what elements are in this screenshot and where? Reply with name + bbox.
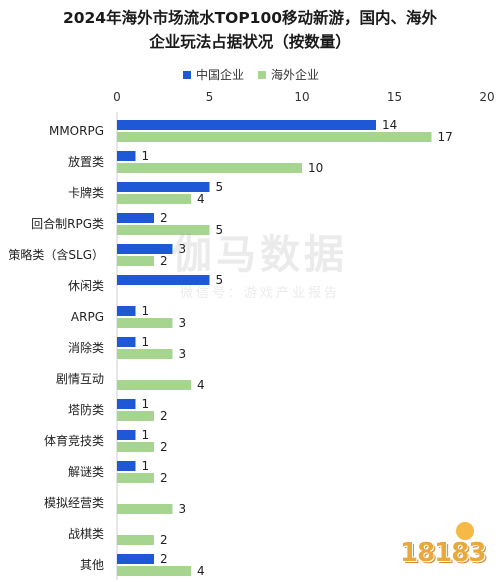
data-label: 4 bbox=[197, 378, 205, 392]
bar bbox=[117, 473, 154, 483]
data-label: 2 bbox=[160, 533, 168, 547]
legend-item-overseas: 海外企业 bbox=[258, 66, 319, 83]
data-label: 5 bbox=[216, 223, 224, 237]
data-label: 2 bbox=[160, 409, 168, 423]
category-label: 解谜类 bbox=[68, 465, 104, 479]
bar bbox=[117, 151, 136, 161]
data-label: 2 bbox=[160, 440, 168, 454]
x-tick-label: 10 bbox=[294, 90, 309, 104]
x-tick-label: 5 bbox=[206, 90, 214, 104]
bar bbox=[117, 194, 191, 204]
data-label: 2 bbox=[160, 254, 168, 268]
category-label: 模拟经营类 bbox=[44, 496, 104, 510]
category-label: 回合制RPG类 bbox=[31, 216, 104, 231]
bar bbox=[117, 182, 210, 192]
data-label: 10 bbox=[308, 161, 323, 175]
data-label: 4 bbox=[197, 564, 205, 578]
bar bbox=[117, 132, 432, 142]
data-label: 1 bbox=[142, 335, 150, 349]
bar bbox=[117, 213, 154, 223]
brand-logo: 18183 bbox=[394, 520, 498, 580]
data-label: 1 bbox=[142, 428, 150, 442]
category-label: 休闲类 bbox=[68, 279, 104, 293]
data-label: 3 bbox=[179, 242, 187, 256]
bar bbox=[117, 275, 210, 285]
sun-icon bbox=[456, 522, 474, 540]
bar bbox=[117, 318, 173, 328]
data-label: 1 bbox=[142, 149, 150, 163]
data-label: 3 bbox=[179, 347, 187, 361]
bar bbox=[117, 399, 136, 409]
bar bbox=[117, 163, 302, 173]
category-label: MMORPG bbox=[49, 124, 104, 138]
data-label: 2 bbox=[160, 211, 168, 225]
category-label: 战棋类 bbox=[68, 527, 104, 541]
category-label: 放置类 bbox=[68, 154, 104, 169]
data-label: 5 bbox=[216, 180, 224, 194]
data-label: 4 bbox=[197, 192, 205, 206]
legend-label-china: 中国企业 bbox=[196, 68, 245, 82]
chart-title: 2024年海外市场流水TOP100移动新游，国内、海外 企业玩法占据状况（按数量… bbox=[0, 6, 500, 54]
data-label: 3 bbox=[179, 502, 187, 516]
category-label: 消除类 bbox=[68, 340, 104, 355]
data-label: 2 bbox=[160, 471, 168, 485]
bar bbox=[117, 306, 136, 316]
data-label: 5 bbox=[216, 273, 224, 287]
data-label: 1 bbox=[142, 459, 150, 473]
bar bbox=[117, 442, 154, 452]
data-label: 1 bbox=[142, 397, 150, 411]
data-label: 2 bbox=[160, 552, 168, 566]
category-label: 其他 bbox=[80, 558, 104, 572]
data-label: 3 bbox=[179, 316, 187, 330]
category-label: 剧情互动 bbox=[56, 372, 104, 386]
bar bbox=[117, 256, 154, 266]
data-label: 17 bbox=[438, 130, 453, 144]
chart-title-line-2: 企业玩法占据状况（按数量） bbox=[149, 33, 351, 51]
bar bbox=[117, 504, 173, 514]
bar bbox=[117, 349, 173, 359]
category-label: 体育竞技类 bbox=[44, 433, 104, 448]
legend-swatch-overseas bbox=[258, 70, 267, 79]
legend-label-overseas: 海外企业 bbox=[271, 68, 320, 82]
x-tick-label: 15 bbox=[387, 90, 402, 104]
logo-text: 18183 bbox=[400, 538, 486, 568]
bar bbox=[117, 380, 191, 390]
x-tick-label: 20 bbox=[479, 90, 494, 104]
bar bbox=[117, 225, 210, 235]
category-label: 策略类（含SLG） bbox=[8, 247, 104, 262]
category-label: 卡牌类 bbox=[68, 186, 104, 200]
bar bbox=[117, 244, 173, 254]
bar bbox=[117, 461, 136, 471]
legend-swatch-china bbox=[183, 70, 191, 79]
bar bbox=[117, 554, 154, 564]
data-label: 1 bbox=[142, 304, 150, 318]
bar bbox=[117, 337, 136, 347]
category-label: 塔防类 bbox=[68, 402, 104, 417]
legend-item-china: 中国企业 bbox=[183, 66, 244, 83]
category-label: ARPG bbox=[71, 310, 104, 324]
x-tick-label: 0 bbox=[113, 90, 121, 104]
bar bbox=[117, 535, 154, 545]
legend: 中国企业 海外企业 bbox=[183, 66, 333, 83]
bar bbox=[117, 411, 154, 421]
data-label: 14 bbox=[382, 118, 397, 132]
chart-title-line-1: 2024年海外市场流水TOP100移动新游，国内、海外 bbox=[62, 9, 438, 27]
bar bbox=[117, 566, 191, 576]
bar bbox=[117, 430, 136, 440]
bar bbox=[117, 120, 376, 130]
